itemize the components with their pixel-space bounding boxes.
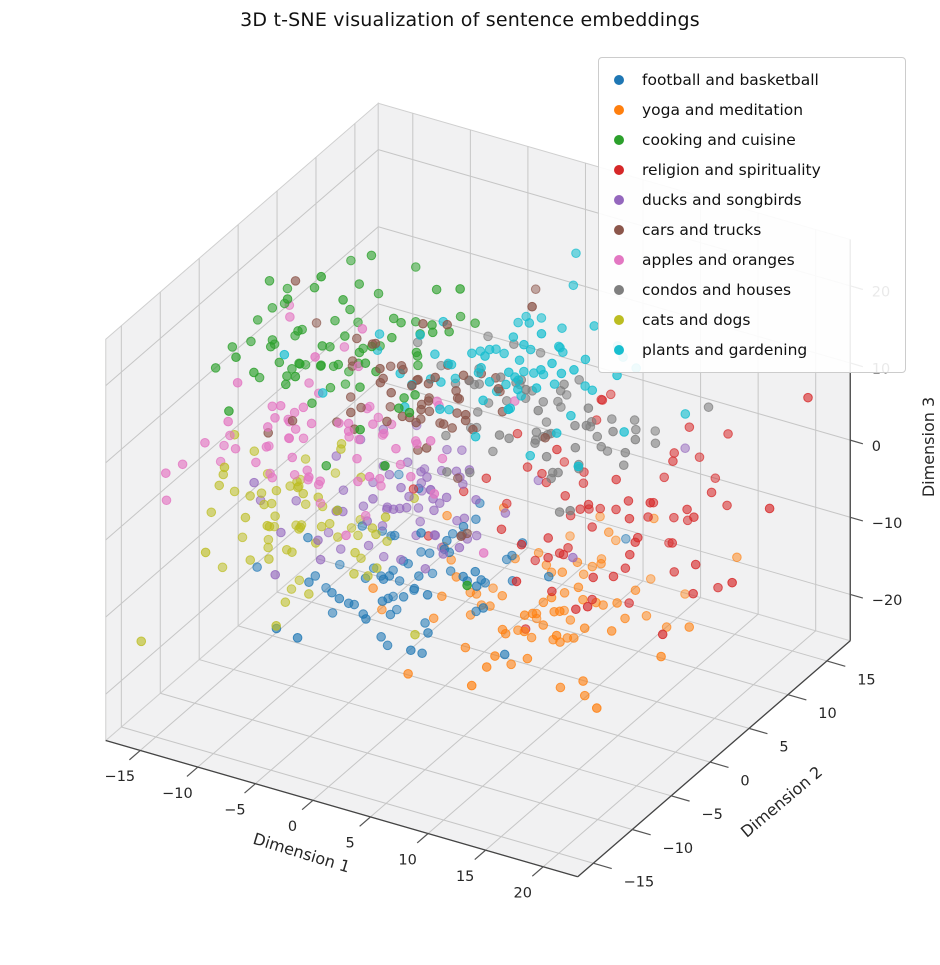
legend-marker-icon [614,225,624,235]
legend-marker-icon [614,135,624,145]
legend-marker-icon [614,165,624,175]
legend-item: yoga and meditation [599,95,905,125]
legend-item-label: cars and trucks [642,221,762,239]
legend-item: ducks and songbirds [599,185,905,215]
legend-item-label: plants and gardening [642,341,808,359]
legend-item-label: condos and houses [642,281,792,299]
legend-item-label: apples and oranges [642,251,795,269]
legend-item: religion and spirituality [599,155,905,185]
legend-marker-icon [614,105,624,115]
legend-item-label: yoga and meditation [642,101,804,119]
legend-item: condos and houses [599,275,905,305]
legend-item-label: religion and spirituality [642,161,821,179]
legend-item: football and basketball [599,65,905,95]
legend-item-label: ducks and songbirds [642,191,802,209]
legend-marker-icon [614,285,624,295]
legend: football and basketball yoga and meditat… [598,57,906,373]
chart-title: 3D t-SNE visualization of sentence embed… [240,9,700,31]
legend-marker-icon [614,315,624,325]
legend-item: cooking and cuisine [599,125,905,155]
legend-marker-icon [614,345,624,355]
legend-marker-icon [614,195,624,205]
legend-item-label: cooking and cuisine [642,131,796,149]
legend-item-label: football and basketball [642,71,819,89]
legend-marker-icon [614,75,624,85]
legend-item-label: cats and dogs [642,311,751,329]
legend-marker-icon [614,255,624,265]
legend-item: cars and trucks [599,215,905,245]
legend-item: apples and oranges [599,245,905,275]
legend-item: plants and gardening [599,335,905,365]
legend-item: cats and dogs [599,305,905,335]
